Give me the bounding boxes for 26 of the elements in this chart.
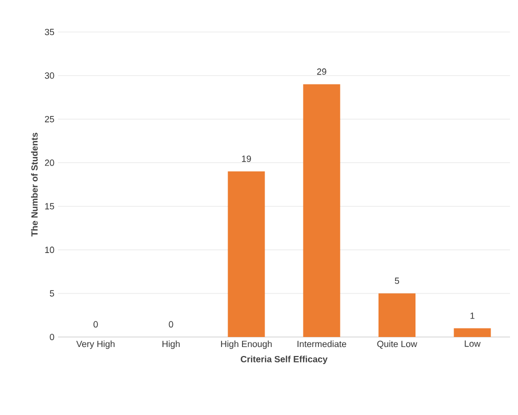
- y-axis-title: The Number of Students: [31, 132, 38, 236]
- y-tick-label: 25: [44, 116, 54, 122]
- y-tick-label: 15: [45, 203, 54, 210]
- x-tick-label: Low: [464, 340, 481, 347]
- bar: [228, 171, 265, 337]
- data-label: 0: [94, 321, 98, 328]
- data-label: 29: [317, 68, 326, 75]
- bar: [454, 328, 491, 337]
- x-tick-label: Very High: [76, 340, 115, 349]
- y-tick-label: 30: [44, 72, 54, 79]
- x-tick-label: Intermediate: [298, 340, 346, 348]
- bar: [378, 293, 416, 337]
- data-label: 0: [168, 321, 174, 328]
- x-tick-label: High Enough: [221, 340, 272, 349]
- x-axis-title: Criteria Self Efficacy: [240, 356, 328, 364]
- data-label: 1: [470, 312, 474, 319]
- y-tick-label: 10: [45, 246, 54, 254]
- y-tick-label: 0: [50, 334, 54, 340]
- x-tick-label: High: [162, 340, 180, 349]
- y-tick-label: 35: [44, 28, 54, 36]
- x-tick-label: Quite Low: [377, 340, 418, 349]
- y-tick-label: 5: [50, 290, 54, 297]
- bar: [303, 84, 340, 337]
- data-label: 5: [394, 278, 400, 284]
- y-tick-label: 20: [44, 160, 54, 166]
- data-label: 19: [242, 156, 251, 162]
